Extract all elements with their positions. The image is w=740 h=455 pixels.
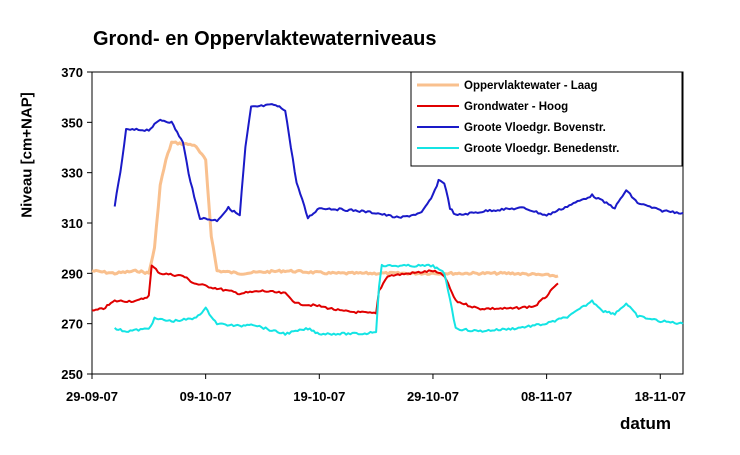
- x-tick-label: 29-10-07: [407, 389, 459, 404]
- legend-label-3: Groote Vloedgr. Bovenstr.: [464, 122, 606, 134]
- legend-label-4: Groote Vloedgr. Benedenstr.: [464, 143, 619, 155]
- x-tick-label: 29-09-07: [66, 389, 118, 404]
- series-line-1: [91, 140, 559, 279]
- x-tick-label: 08-11-07: [521, 389, 572, 404]
- legend-label-1: Oppervlaktewater - Laag: [464, 80, 598, 92]
- legend-box: [410, 71, 683, 167]
- y-tick-label: 310: [61, 216, 83, 231]
- y-tick-label: 350: [61, 115, 83, 130]
- series-line-4: [114, 263, 684, 336]
- y-tick-label: 270: [61, 317, 83, 332]
- series-line-3: [113, 103, 684, 223]
- y-tick-label: 370: [61, 65, 83, 80]
- x-axis-label: datum: [620, 414, 671, 433]
- y-tick-label: 290: [61, 266, 83, 281]
- y-tick-label: 250: [61, 367, 83, 382]
- x-tick-label: 19-10-07: [293, 389, 345, 404]
- legend-label-2: Grondwater - Hoog: [464, 101, 568, 113]
- x-tick-label: 18-11-07: [635, 389, 686, 404]
- chart-title: Grond- en Oppervlaktewaterniveaus: [93, 28, 437, 50]
- x-tick-label: 09-10-07: [180, 389, 232, 404]
- y-tick-label: 330: [61, 166, 83, 181]
- series-line-2: [91, 264, 559, 315]
